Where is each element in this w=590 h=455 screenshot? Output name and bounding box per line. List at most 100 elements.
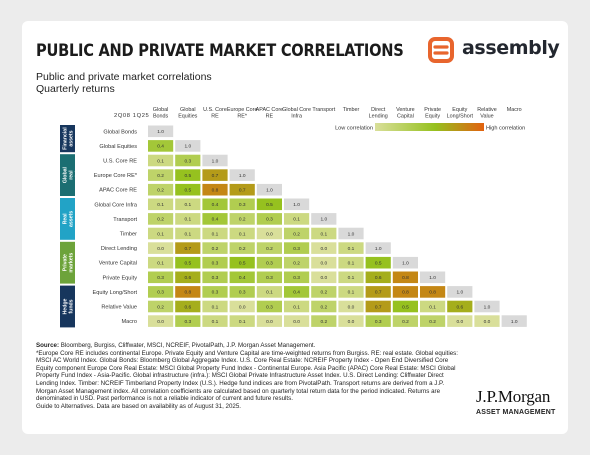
- source-guide: Guide to Alternatives. Data are based on…: [36, 402, 242, 410]
- heatmap-cell-value: 0.1: [157, 261, 164, 267]
- heatmap-cell-value: 1.0: [239, 173, 246, 179]
- heatmap-cell: [311, 227, 337, 240]
- heatmap-cell: [474, 315, 500, 327]
- heatmap-cell-value: 0.0: [348, 319, 355, 325]
- heatmap-cell-value: 0.0: [484, 319, 491, 325]
- heatmap-cell-value: 0.5: [266, 202, 273, 208]
- heatmap-cell-value: 0.7: [212, 173, 219, 179]
- heatmap-cell: [175, 169, 201, 181]
- heatmap-cell-value: 0.8: [402, 275, 409, 281]
- heatmap-cell: [420, 300, 446, 313]
- heatmap-cell-value: 0.2: [402, 319, 409, 325]
- heatmap-cell: [148, 183, 174, 196]
- heatmap-cell-value: 0.5: [375, 261, 382, 267]
- heatmap-cell-value: 0.3: [375, 319, 382, 325]
- heatmap-cell: [175, 315, 201, 327]
- heatmap-cell: [338, 227, 364, 240]
- heatmap-cell-value: 0.0: [157, 319, 164, 325]
- heatmap-cell-value: 0.2: [320, 304, 327, 310]
- heatmap-cell: [229, 213, 255, 225]
- column-header-europe-core-re: Europe Core RE*: [227, 107, 258, 119]
- heatmap-cell-value: 0.1: [429, 304, 436, 310]
- heatmap-cell-value: 0.1: [184, 202, 191, 208]
- column-headers: Global Bonds Global Equities U.S. Core REEuro…: [153, 107, 522, 119]
- heatmap-cell-value: 0.0: [320, 246, 327, 252]
- column-header-transport: Transport: [312, 107, 335, 113]
- heatmap-cell-value: 0.3: [266, 275, 273, 281]
- heatmap-cell-value: 0.5: [184, 173, 191, 179]
- row-label-global-core-infra: Global Core Infra: [94, 202, 137, 208]
- heatmap-cell: [420, 286, 446, 298]
- heatmap-cell: [175, 286, 201, 298]
- heatmap-cell: [501, 315, 527, 327]
- heatmap-cell: [311, 286, 337, 298]
- heatmap-cell: [365, 286, 391, 298]
- heatmap-cell-value: 0.1: [212, 231, 219, 237]
- assembly-logo-icon: [428, 37, 454, 63]
- group-label-financial-assets: Financialassets: [62, 127, 74, 150]
- row-label-venture-capital: Venture Capital: [99, 261, 137, 267]
- heatmap-cell-value: 0.3: [212, 261, 219, 267]
- heatmap-cell: [256, 300, 282, 313]
- heatmap-cell: [256, 183, 282, 196]
- heatmap-cell-value: 0.7: [375, 290, 382, 296]
- heatmap-cell-value: 0.0: [157, 246, 164, 252]
- column-header-private-equity: Private Equity: [424, 107, 441, 119]
- heatmap-cell: [148, 125, 174, 138]
- group-bar-real-assets: [60, 198, 75, 240]
- heatmap-cell-value: 0.3: [293, 275, 300, 281]
- heatmap-cell: [284, 213, 310, 225]
- column-header-global-core-infra: Global Core Infra: [282, 107, 311, 119]
- heatmap-cell: [229, 242, 255, 254]
- column-header-global-bonds: Global Bonds: [153, 107, 169, 119]
- heatmap-cell-value: 0.2: [239, 246, 246, 252]
- heatmap-cell: [202, 315, 228, 327]
- heatmap-cell: [311, 300, 337, 313]
- row-label-u-s-core-re: U.S. Core RE: [103, 159, 137, 165]
- heatmap-cell: [175, 154, 201, 167]
- row-label-transport: Transport: [113, 217, 137, 223]
- group-bar-global-real-estate: [60, 154, 75, 196]
- heatmap-cell: [447, 286, 473, 298]
- heatmap-cell: [148, 140, 174, 152]
- heatmap-cell-value: 0.2: [239, 217, 246, 223]
- heatmap-cell: [338, 242, 364, 254]
- heatmap-cell: [175, 300, 201, 313]
- heatmap-cell: [365, 242, 391, 254]
- heatmap-cell: [175, 256, 201, 269]
- group-bar-hedge-funds: [60, 285, 75, 328]
- heatmap-cell-value: 0.3: [212, 290, 219, 296]
- source-notes-text: *Europe Core RE includes continental Eur…: [36, 349, 459, 403]
- heatmap-cell: [284, 286, 310, 298]
- heatmap-cell: [365, 300, 391, 313]
- heatmap-cell-value: 0.0: [293, 319, 300, 325]
- heatmap-cell: [229, 227, 255, 240]
- heatmap-cell-value: 0.1: [212, 319, 219, 325]
- heatmap-cell-value: 0.2: [157, 188, 164, 194]
- heatmap-cell: [284, 198, 310, 211]
- heatmap-cell: [175, 271, 201, 284]
- heatmap-cell-value: 0.2: [293, 231, 300, 237]
- heatmap-cell-value: 0.8: [212, 188, 219, 194]
- page-title: PUBLIC AND PRIVATE MARKET CORRELATIONS: [36, 41, 404, 61]
- heatmap-cell: [311, 271, 337, 284]
- heatmap-cell: [175, 242, 201, 254]
- heatmap-cell-value: 0.6: [456, 304, 463, 310]
- heatmap-cell: [229, 256, 255, 269]
- heatmap-cell: [148, 169, 174, 181]
- heatmap-cell: [392, 315, 418, 327]
- column-header-equity-long-short: Equity Long/Short: [447, 107, 474, 119]
- heatmap-cell: [311, 315, 337, 327]
- heatmap-cell: [148, 154, 174, 167]
- heatmap-cell: [474, 300, 500, 313]
- heatmap-cell: [256, 227, 282, 240]
- heatmap-cell: [256, 256, 282, 269]
- column-header-apac-core-re: APAC Core RE: [256, 107, 283, 119]
- heatmap-cell-value: 0.6: [184, 275, 191, 281]
- heatmap-cell: [202, 154, 228, 167]
- heatmap-cell-value: 0.4: [293, 290, 300, 296]
- heatmap-cell: [311, 242, 337, 254]
- row-label-global-bonds: Global Bonds: [103, 129, 137, 135]
- heatmap-cell: [392, 300, 418, 313]
- heatmap-cell: [148, 271, 174, 284]
